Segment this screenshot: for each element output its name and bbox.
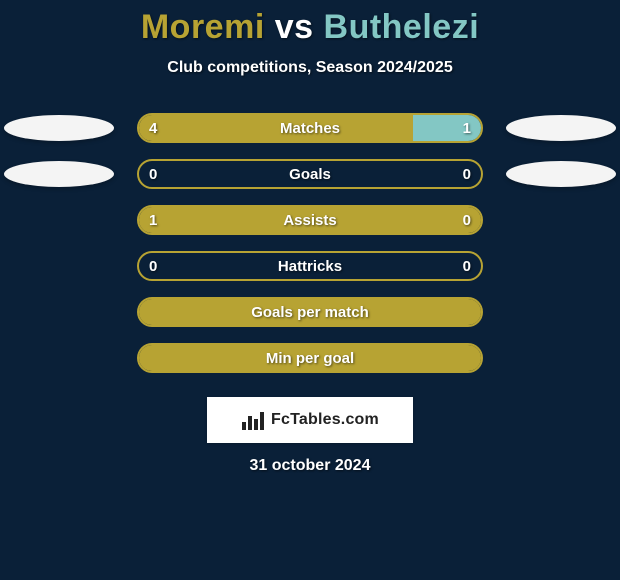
source-badge: FcTables.com bbox=[207, 397, 413, 443]
player-marker-right bbox=[506, 161, 616, 187]
stat-label: Hattricks bbox=[139, 253, 481, 279]
stat-bar: 0 0Goals bbox=[137, 159, 483, 189]
stat-label: Goals bbox=[139, 161, 481, 187]
stat-bar-left-seg bbox=[139, 207, 481, 233]
stat-bar-left-seg bbox=[139, 115, 413, 141]
comparison-infographic: Moremi vs Buthelezi Club competitions, S… bbox=[0, 0, 620, 580]
stat-row: 10Assists bbox=[0, 197, 620, 243]
stat-value-left: 0 bbox=[149, 161, 157, 187]
stat-bar-left-seg bbox=[139, 345, 481, 371]
stat-row: Min per goal bbox=[0, 335, 620, 381]
player-marker-right bbox=[506, 115, 616, 141]
stat-row: 0 0Hattricks bbox=[0, 243, 620, 289]
stat-row: Goals per match bbox=[0, 289, 620, 335]
stat-bar-left-seg bbox=[139, 299, 481, 325]
stat-value-right: 0 bbox=[463, 207, 471, 233]
stat-bar: 10Assists bbox=[137, 205, 483, 235]
bars-icon bbox=[241, 410, 265, 430]
subtitle: Club competitions, Season 2024/2025 bbox=[0, 59, 620, 77]
source-badge-text: FcTables.com bbox=[271, 411, 379, 429]
stat-value-left: 0 bbox=[149, 253, 157, 279]
stat-bar: 41Matches bbox=[137, 113, 483, 143]
date-text: 31 october 2024 bbox=[0, 457, 620, 475]
stat-bar: 0 0Hattricks bbox=[137, 251, 483, 281]
player-marker-left bbox=[4, 115, 114, 141]
stat-value-left: 1 bbox=[149, 207, 157, 233]
stat-value-right: 1 bbox=[463, 115, 471, 141]
stat-bar: Goals per match bbox=[137, 297, 483, 327]
stat-value-right: 0 bbox=[463, 253, 471, 279]
title-right-player: Buthelezi bbox=[324, 8, 480, 46]
stat-bar: Min per goal bbox=[137, 343, 483, 373]
title-vs: vs bbox=[275, 8, 314, 46]
stat-row: 0 0Goals bbox=[0, 151, 620, 197]
title-left-player: Moremi bbox=[141, 8, 265, 46]
stat-value-right: 0 bbox=[463, 161, 471, 187]
stat-row: 41Matches bbox=[0, 105, 620, 151]
page-title: Moremi vs Buthelezi bbox=[0, 0, 620, 47]
stat-value-left: 4 bbox=[149, 115, 157, 141]
player-marker-left bbox=[4, 161, 114, 187]
comparison-chart: 41Matches00Goals10Assists00HattricksGoal… bbox=[0, 105, 620, 381]
